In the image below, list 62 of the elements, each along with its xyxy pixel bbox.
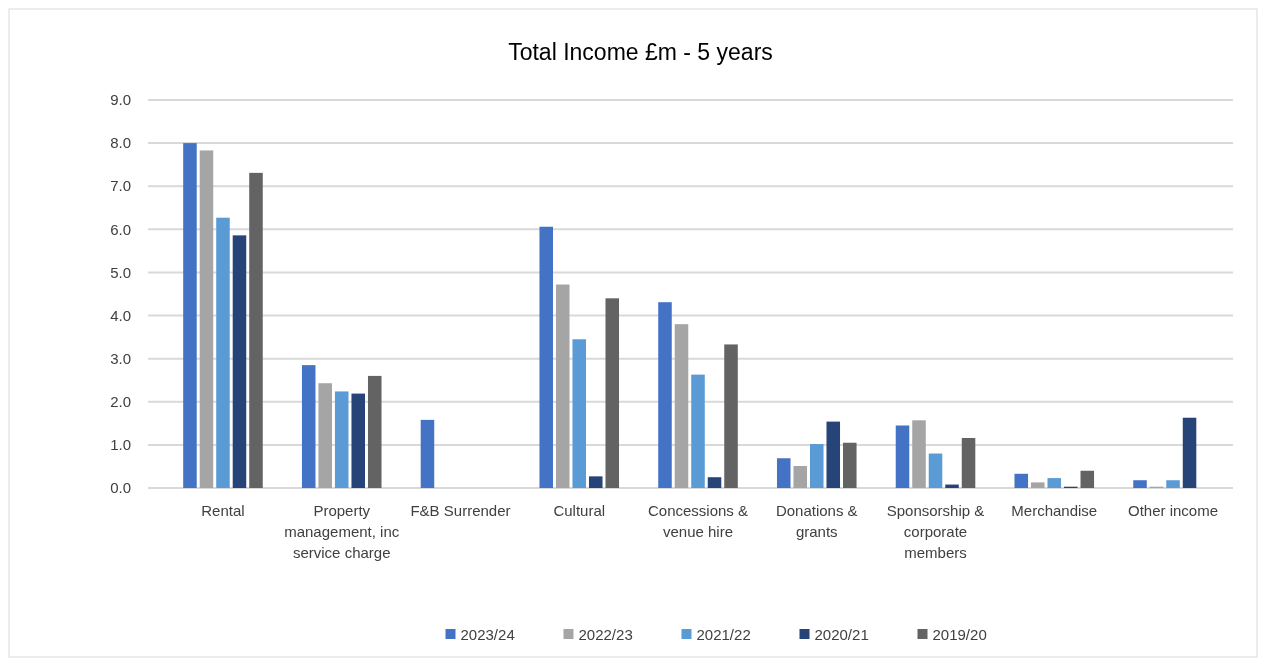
legend-label: 2023/24 xyxy=(460,626,515,643)
bar xyxy=(334,391,349,488)
bar xyxy=(895,425,910,488)
y-tick-label: 1.0 xyxy=(110,436,131,454)
bar xyxy=(183,143,197,488)
bar xyxy=(572,339,587,488)
bar xyxy=(674,324,689,488)
bar xyxy=(1182,417,1197,488)
y-tick-label: 9.0 xyxy=(110,91,131,109)
bar xyxy=(588,476,603,488)
bar xyxy=(1047,478,1062,488)
y-tick-label: 2.0 xyxy=(110,393,131,411)
x-tick-label: Rental xyxy=(201,502,245,519)
bar xyxy=(351,393,366,488)
legend-label: 2022/23 xyxy=(578,626,633,643)
y-tick-label: 6.0 xyxy=(110,220,131,238)
bar xyxy=(724,344,738,488)
bar xyxy=(1030,482,1045,488)
legend-label: 2020/21 xyxy=(814,626,869,643)
bar xyxy=(605,298,620,488)
y-tick-label: 5.0 xyxy=(110,263,131,281)
x-tick-label: Other income xyxy=(1128,502,1219,519)
x-tick-label: Property management, inc service charge xyxy=(284,502,400,561)
y-tick-label: 8.0 xyxy=(110,134,131,152)
bar xyxy=(301,365,316,488)
bar xyxy=(707,477,722,488)
bar xyxy=(691,374,705,488)
y-tick-label: 7.0 xyxy=(110,177,131,195)
bar xyxy=(793,466,808,488)
bar xyxy=(1014,473,1029,488)
bar xyxy=(1080,470,1095,488)
bar xyxy=(776,458,791,488)
bar xyxy=(216,217,230,488)
bar xyxy=(232,235,247,488)
bar xyxy=(420,419,435,488)
bar xyxy=(928,453,943,488)
bar xyxy=(658,302,672,488)
bar xyxy=(539,226,553,488)
x-tick-label: Concessions & venue hire xyxy=(647,502,749,540)
bar xyxy=(555,284,570,488)
bar xyxy=(961,437,976,488)
bar xyxy=(318,383,332,488)
bar xyxy=(826,421,841,488)
bar xyxy=(1166,480,1180,488)
bar xyxy=(249,172,263,488)
y-tick-label: 4.0 xyxy=(110,306,131,324)
bar xyxy=(1133,480,1147,488)
chart-title: Total Income £m - 5 years xyxy=(508,39,773,65)
bar xyxy=(912,420,926,488)
legend-label: 2021/22 xyxy=(696,626,751,643)
bar xyxy=(199,150,214,488)
legend-label: 2019/20 xyxy=(932,626,987,643)
x-tick-label: Sponsorship & corporate members xyxy=(886,502,985,561)
bar xyxy=(809,444,824,488)
x-tick-label: Donations & grants xyxy=(775,502,858,540)
x-tick-label: Merchandise xyxy=(1011,502,1098,519)
y-tick-label: 0.0 xyxy=(110,479,131,497)
x-tick-label: Cultural xyxy=(553,502,606,519)
x-tick-label: F&B Surrender xyxy=(410,502,511,519)
bar xyxy=(843,442,857,488)
y-tick-label: 3.0 xyxy=(110,349,131,367)
bar xyxy=(367,375,382,488)
